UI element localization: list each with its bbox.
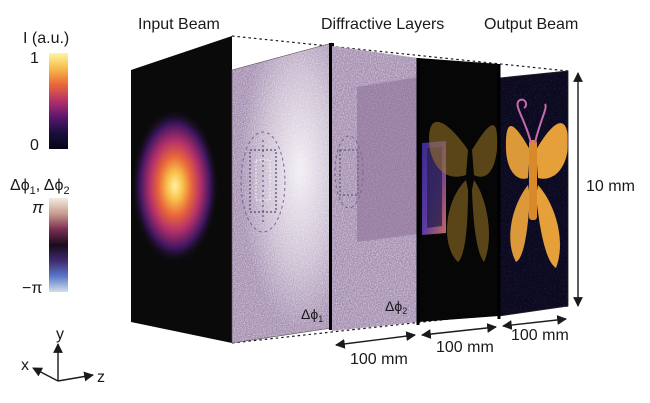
intensity-bar-title: I (a.u.): [23, 30, 69, 47]
butterfly-pattern: [505, 123, 568, 268]
faint-butterfly: [429, 121, 498, 262]
spacing-label-3: 100 mm: [511, 327, 569, 344]
phase-texture-1: [240, 131, 286, 233]
phase-bar-title: Δϕ1, Δϕ2: [10, 177, 70, 197]
gaussian-beam-spot: [131, 108, 219, 264]
butterfly-antennae: [516, 98, 547, 144]
header-input-beam: Input Beam: [138, 16, 220, 33]
output-beam-panel: [498, 70, 569, 317]
phase-bar-max-label: π: [32, 198, 44, 217]
phase-gradient-bar: [49, 198, 68, 292]
x-axis-arrow: [32, 367, 59, 382]
y-axis-label: y: [56, 326, 64, 343]
layer-1-label: Δϕ1: [301, 306, 323, 324]
intensity-bar-min-label: 0: [30, 137, 39, 154]
header-output-beam: Output Beam: [484, 16, 578, 33]
x-axis-label: x: [21, 357, 29, 374]
phase-colorbar: Δϕ1, Δϕ2 π −π: [10, 177, 70, 297]
coordinate-axes: [32, 343, 94, 382]
intermediate-field-panel: [418, 58, 499, 322]
intensity-gradient-bar: [49, 53, 68, 149]
input-beam-panel: [131, 36, 232, 343]
height-label: 10 mm: [586, 178, 635, 195]
spacing-label-1: 100 mm: [350, 351, 408, 368]
intensity-colorbar: I (a.u.) 1 0: [23, 30, 69, 154]
z-axis-label: z: [97, 369, 105, 386]
diffractive-layer-2: Δϕ2: [332, 46, 418, 331]
height-dimension: 10 mm: [573, 72, 635, 307]
header-diffractive-layers: Diffractive Layers: [321, 16, 444, 33]
phase-bar-min-label: −π: [22, 280, 42, 297]
spacing-label-2: 100 mm: [436, 339, 494, 356]
z-axis-arrow: [57, 371, 94, 382]
layer-2-label: Δϕ2: [385, 298, 407, 316]
spacing-dimensions: [335, 315, 567, 349]
intensity-bar-max-label: 1: [30, 50, 39, 67]
